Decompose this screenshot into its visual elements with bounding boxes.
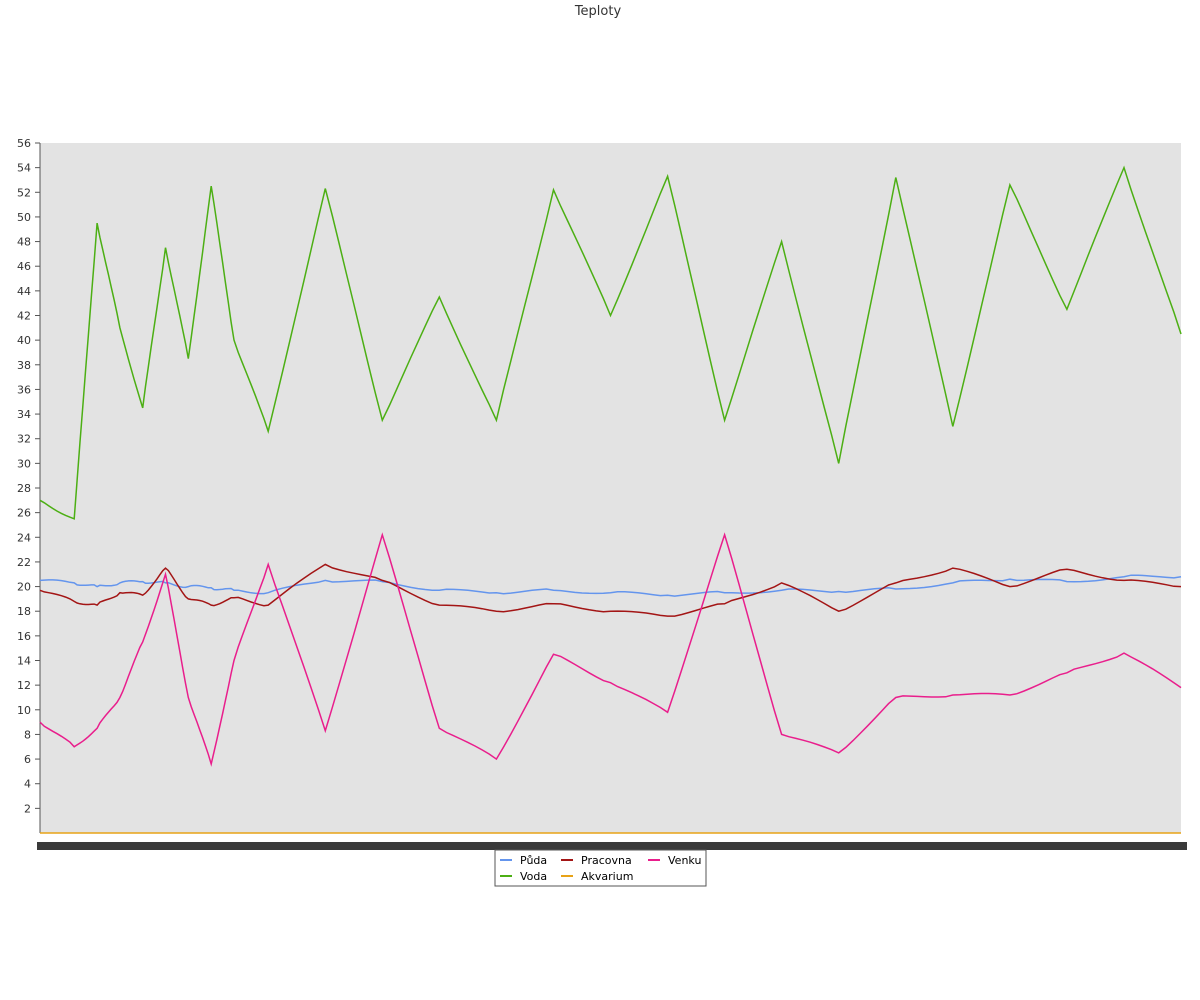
y-tick-label: 18 <box>17 605 31 618</box>
y-tick-label: 32 <box>17 433 31 446</box>
y-tick-label: 44 <box>17 285 31 298</box>
y-tick-label: 16 <box>17 630 31 643</box>
y-tick-label: 20 <box>17 581 31 594</box>
y-tick-label: 36 <box>17 383 31 396</box>
y-tick-label: 30 <box>17 457 31 470</box>
y-tick-label: 50 <box>17 211 31 224</box>
legend-label: Voda <box>520 870 547 883</box>
y-tick-label: 8 <box>24 728 31 741</box>
series-line-4 <box>39 532 1182 767</box>
x-tick-band <box>37 842 1187 850</box>
plot-area <box>40 143 1181 833</box>
legend-label: Pracovna <box>581 854 632 867</box>
x-axis <box>37 832 1187 850</box>
series-line-0 <box>39 574 1182 597</box>
y-axis: 2468101214161820222426283032343638404244… <box>17 137 41 833</box>
y-tick-label: 26 <box>17 507 31 520</box>
y-tick-label: 22 <box>17 556 31 569</box>
legend: Půda Voda Pracovna Akvarium Venku <box>494 849 707 887</box>
y-tick-label: 6 <box>24 753 31 766</box>
y-tick-label: 52 <box>17 186 31 199</box>
y-tick-label: 42 <box>17 310 31 323</box>
y-tick-label: 4 <box>24 778 31 791</box>
y-tick-label: 40 <box>17 334 31 347</box>
chart-title: Teploty <box>574 4 622 19</box>
y-tick-label: 24 <box>17 531 31 544</box>
legend-box <box>494 849 707 887</box>
y-tick-label: 56 <box>17 137 31 150</box>
y-tick-label: 14 <box>17 655 31 668</box>
y-tick-label: 46 <box>17 260 31 273</box>
legend-label: Akvarium <box>581 870 633 883</box>
y-tick-label: 28 <box>17 482 31 495</box>
y-tick-label: 10 <box>17 704 31 717</box>
y-tick-label: 34 <box>17 408 31 421</box>
legend-label: Venku <box>668 854 701 867</box>
legend-label: Půda <box>520 854 547 867</box>
series-line-2 <box>39 563 1182 617</box>
y-tick-label: 48 <box>17 236 31 249</box>
series-layer <box>39 165 1182 834</box>
y-tick-label: 54 <box>17 162 31 175</box>
y-tick-label: 2 <box>24 802 31 815</box>
y-tick-label: 38 <box>17 359 31 372</box>
y-tick-label: 12 <box>17 679 31 692</box>
series-line-1 <box>39 165 1182 520</box>
